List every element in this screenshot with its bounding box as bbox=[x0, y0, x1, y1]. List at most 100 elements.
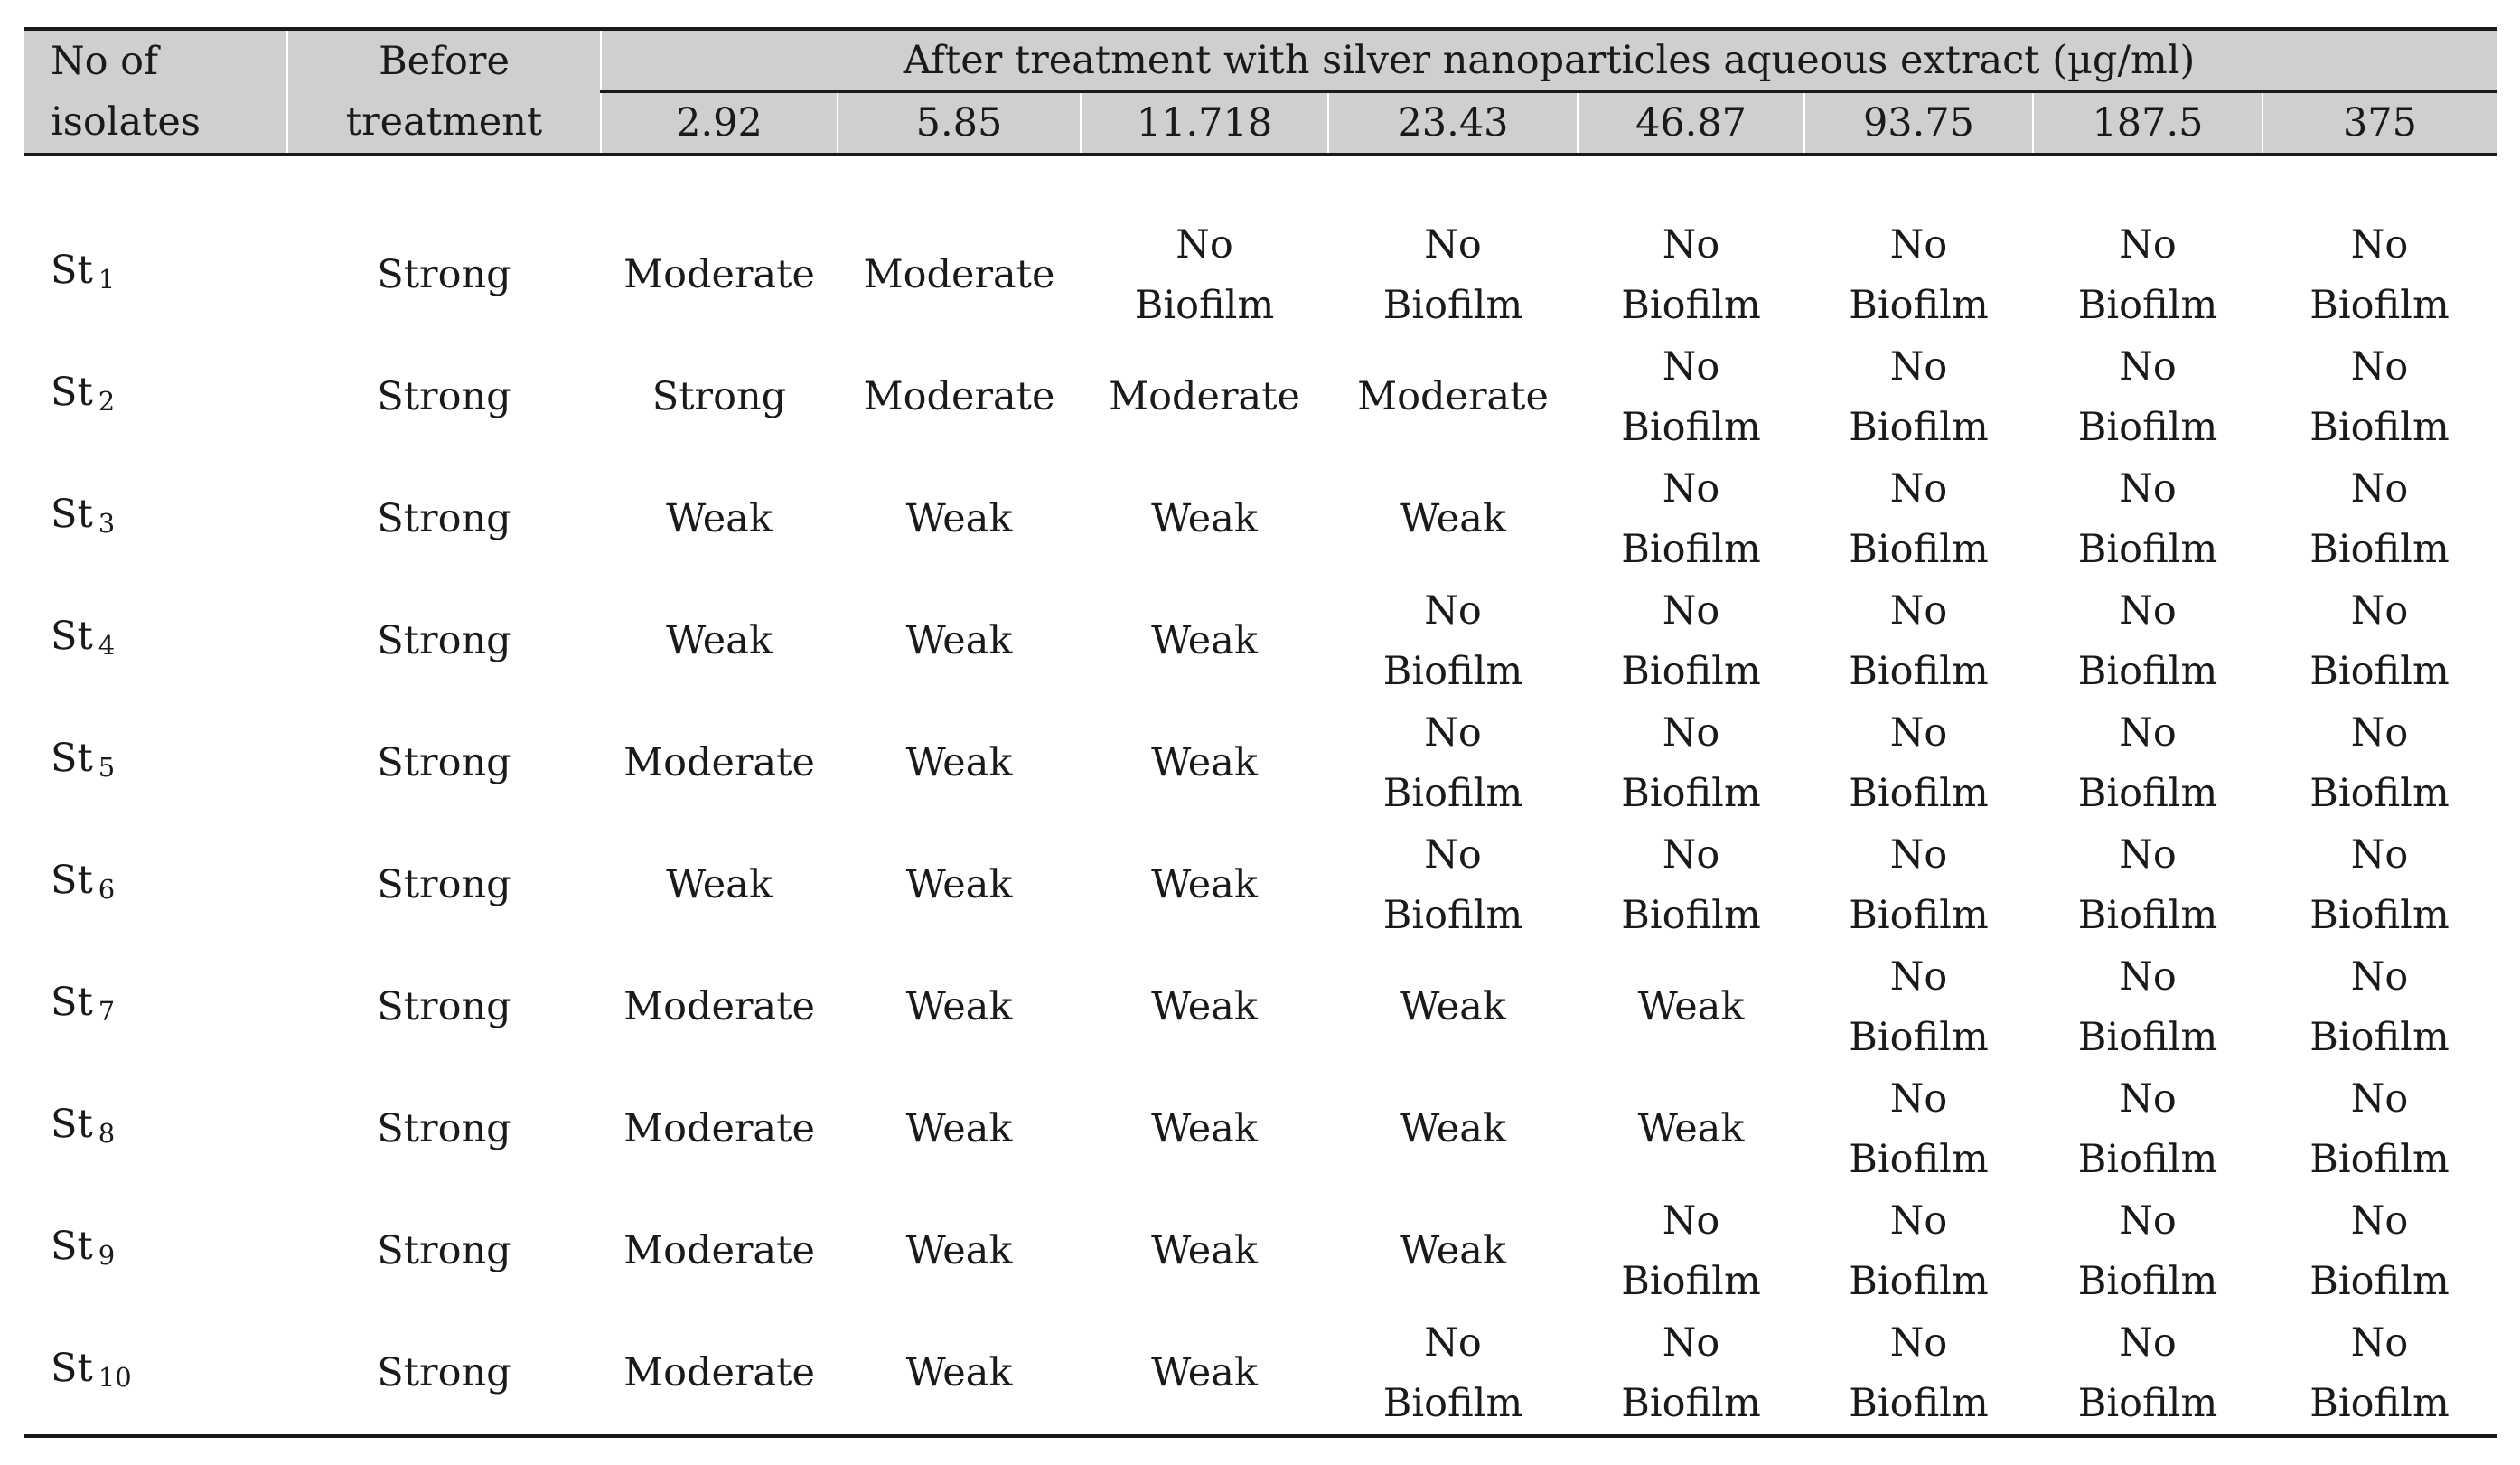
isolate-number: 8 bbox=[98, 1118, 116, 1149]
dose-result-cell: Weak bbox=[1400, 1228, 1506, 1273]
table-row: St 3 Strong Weak Weak Weak Weak No Biofilm No Biof… bbox=[24, 458, 2497, 580]
header-dose-1: 2.92 bbox=[601, 91, 838, 155]
isolate-prefix: St bbox=[51, 370, 93, 415]
dose-result-cell: No Biofilm bbox=[1621, 831, 1761, 938]
dose-result-cell: Strong bbox=[651, 374, 787, 419]
dose-result-cell: No Biofilm bbox=[2309, 587, 2450, 694]
dose-result-cell: Moderate bbox=[623, 1228, 815, 1273]
dose-result-cell: No Biofilm bbox=[2077, 343, 2218, 450]
isolate-number: 6 bbox=[98, 874, 116, 905]
table-row: St 5 Strong Moderate Weak Weak No Biofilm No Biof… bbox=[24, 702, 2497, 824]
isolate-cell: St 5 bbox=[24, 702, 287, 824]
dose-result-cell: Weak bbox=[1151, 1106, 1258, 1151]
dose-result-cell: No Biofilm bbox=[1621, 343, 1761, 450]
dose-result-cell: Weak bbox=[666, 496, 773, 541]
isolate-cell: St 10 bbox=[24, 1312, 287, 1436]
dose-result-cell: No Biofilm bbox=[1621, 709, 1761, 816]
isolate-prefix: St bbox=[51, 492, 93, 537]
dose-result-cell: No Biofilm bbox=[1849, 465, 1989, 572]
dose-result-cell: No Biofilm bbox=[1382, 709, 1523, 816]
dose-result-cell: Weak bbox=[1151, 984, 1258, 1029]
header-dose-3: 11.718 bbox=[1081, 91, 1329, 155]
dose-result-cell: No Biofilm bbox=[1382, 221, 1523, 328]
dose-result-cell: No Biofilm bbox=[2077, 587, 2218, 694]
table-row: St 2 Strong Strong Moderate Moderate Moderate N… bbox=[24, 336, 2497, 458]
dose-result-cell: Weak bbox=[1151, 618, 1258, 663]
isolate-number: 5 bbox=[98, 752, 116, 783]
header-dose-6: 93.75 bbox=[1804, 91, 2034, 155]
before-treatment-cell: Strong bbox=[377, 740, 511, 785]
biofilm-table: No of isolates Before treatment After tr… bbox=[24, 27, 2497, 1438]
table-row: St 10 Strong Moderate Weak Weak No Biofilm No Bio… bbox=[24, 1312, 2497, 1436]
isolate-cell: St 1 bbox=[24, 214, 287, 336]
header-dose-4: 23.43 bbox=[1328, 91, 1579, 155]
isolate-prefix: St bbox=[51, 1346, 93, 1391]
isolate-cell: St 9 bbox=[24, 1190, 287, 1312]
table-header: No of isolates Before treatment After tr… bbox=[24, 29, 2497, 155]
dose-result-cell: No Biofilm bbox=[2077, 1319, 2218, 1426]
dose-result-cell: No Biofilm bbox=[2077, 1075, 2218, 1182]
header-after-treatment: After treatment with silver nanoparticle… bbox=[601, 29, 2497, 93]
dose-result-cell: No Biofilm bbox=[1849, 953, 1989, 1060]
before-treatment-cell: Strong bbox=[377, 252, 511, 297]
before-treatment-cell: Strong bbox=[377, 496, 511, 541]
dose-result-cell: No Biofilm bbox=[1382, 1319, 1523, 1426]
table-row: St 4 Strong Weak Weak Weak No Biofilm No Biofilm N… bbox=[24, 580, 2497, 702]
isolate-number: 1 bbox=[98, 264, 116, 295]
dose-result-cell: Weak bbox=[905, 496, 1013, 541]
dose-result-cell: No Biofilm bbox=[1849, 709, 1989, 816]
dose-result-cell: No Biofilm bbox=[1849, 221, 1989, 328]
isolate-number: 9 bbox=[98, 1240, 116, 1271]
dose-result-cell: No Biofilm bbox=[2077, 465, 2218, 572]
dose-result-cell: Weak bbox=[905, 618, 1013, 663]
dose-result-cell: No Biofilm bbox=[1382, 831, 1523, 938]
dose-result-cell: No Biofilm bbox=[1621, 1197, 1761, 1304]
dose-result-cell: Moderate bbox=[623, 1106, 815, 1151]
isolate-number: 4 bbox=[98, 630, 116, 661]
header-before-line-1: Before bbox=[379, 38, 510, 84]
dose-result-cell: Weak bbox=[666, 618, 773, 663]
isolate-prefix: St bbox=[51, 980, 93, 1025]
isolate-prefix: St bbox=[51, 614, 93, 659]
header-dose-7: 187.5 bbox=[2033, 91, 2263, 155]
dose-result-cell: No Biofilm bbox=[1621, 465, 1761, 572]
dose-result-cell: Weak bbox=[905, 1106, 1013, 1151]
isolate-prefix: St bbox=[51, 248, 93, 293]
dose-result-cell: No Biofilm bbox=[2309, 465, 2450, 572]
dose-result-cell: No Biofilm bbox=[2077, 1197, 2218, 1304]
isolate-prefix: St bbox=[51, 736, 93, 781]
dose-result-cell: No Biofilm bbox=[1134, 221, 1275, 328]
dose-result-cell: Moderate bbox=[623, 252, 815, 297]
dose-result-cell: No Biofilm bbox=[2077, 831, 2218, 938]
table-row: St 1 Strong Moderate Moderate No Biofilm No Biof… bbox=[24, 214, 2497, 336]
isolate-prefix: St bbox=[51, 1224, 93, 1269]
table-row: St 9 Strong Moderate Weak Weak Weak No Biofilm No… bbox=[24, 1190, 2497, 1312]
isolate-prefix: St bbox=[51, 1102, 93, 1147]
table-row: St 7 Strong Moderate Weak Weak Weak Weak No Biofi… bbox=[24, 946, 2497, 1068]
header-isolates-line-2: isolates bbox=[51, 99, 201, 145]
isolate-number: 2 bbox=[98, 386, 116, 417]
dose-result-cell: Weak bbox=[905, 1228, 1013, 1273]
before-treatment-cell: Strong bbox=[377, 984, 511, 1029]
dose-result-cell: Weak bbox=[1400, 1106, 1506, 1151]
dose-result-cell: Weak bbox=[905, 1350, 1013, 1395]
isolate-prefix: St bbox=[51, 858, 93, 903]
header-isolates: No of isolates bbox=[24, 29, 288, 155]
dose-result-cell: No Biofilm bbox=[2309, 709, 2450, 816]
dose-result-cell: No Biofilm bbox=[1621, 221, 1761, 328]
table-body: St 1 Strong Moderate Moderate No Biofilm No Biof… bbox=[24, 155, 2497, 1436]
table-row: St 8 Strong Moderate Weak Weak Weak Weak No Biofi… bbox=[24, 1068, 2497, 1190]
header-isolates-line-1: No of bbox=[51, 38, 158, 84]
dose-result-cell: Moderate bbox=[623, 984, 815, 1029]
before-treatment-cell: Strong bbox=[377, 374, 511, 419]
table-row: St 6 Strong Weak Weak Weak No Biofilm No Biofilm N… bbox=[24, 824, 2497, 946]
before-treatment-cell: Strong bbox=[377, 862, 511, 907]
header-dose-2: 5.85 bbox=[838, 91, 1082, 155]
dose-result-cell: Weak bbox=[1151, 862, 1258, 907]
before-treatment-cell: Strong bbox=[377, 1228, 511, 1273]
dose-result-cell: No Biofilm bbox=[2077, 953, 2218, 1060]
dose-result-cell: Weak bbox=[1151, 1228, 1258, 1273]
dose-result-cell: No Biofilm bbox=[2309, 343, 2450, 450]
before-treatment-cell: Strong bbox=[377, 1350, 511, 1395]
header-before-line-2: treatment bbox=[345, 99, 543, 145]
